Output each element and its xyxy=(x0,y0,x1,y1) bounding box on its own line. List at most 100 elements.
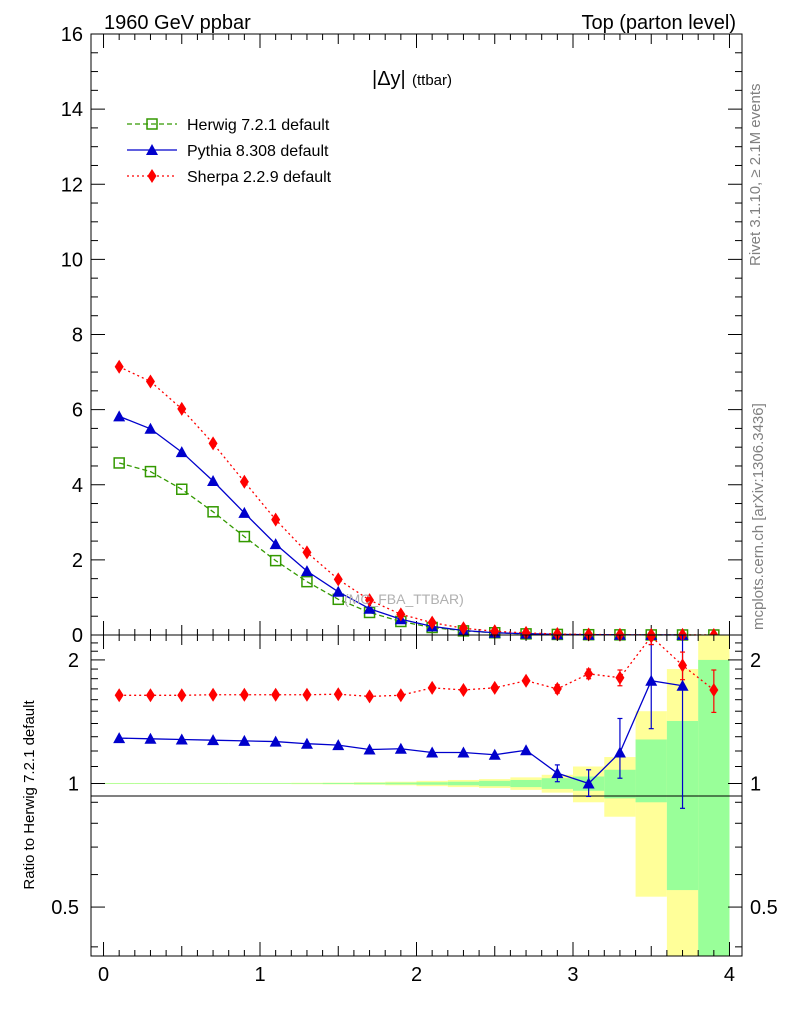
ratio-point-sherpa xyxy=(208,687,218,702)
ratio-panel: 0.5 0.5 1 1 2 2 0 1 2 3 4 Ratio to Herwig 7.2.1 d… xyxy=(21,629,778,986)
main-y-tick-label: 10 xyxy=(61,249,83,271)
ratio-point-sherpa xyxy=(427,680,437,695)
main-point-pythia xyxy=(144,422,157,434)
ratio-point-pythia xyxy=(488,748,501,760)
ratio-point-pythia xyxy=(113,732,126,744)
ratio-point-pythia xyxy=(613,746,626,758)
ratio-band-inner xyxy=(353,782,386,785)
ratio-point-sherpa xyxy=(239,687,249,702)
ratio-point-pythia xyxy=(300,737,313,749)
ratio-point-sherpa xyxy=(678,658,688,673)
ratio-point-sherpa xyxy=(396,688,406,703)
main-y-tick-label: 0 xyxy=(72,625,83,647)
legend-marker-pythia xyxy=(146,144,158,155)
ratio-x-tick-label: 1 xyxy=(254,964,265,986)
rivet-label: Rivet 3.1.10, ≥ 2.1M events xyxy=(747,84,764,267)
main-point-sherpa xyxy=(114,359,124,374)
legend-label-pythia: Pythia 8.308 default xyxy=(187,143,329,160)
main-point-sherpa xyxy=(521,625,531,640)
ratio-band-inner xyxy=(260,783,292,784)
ratio-point-sherpa xyxy=(333,687,343,702)
ratio-point-pythia xyxy=(238,734,251,746)
ratio-y-axis-label: Ratio to Herwig 7.2.1 default xyxy=(21,700,38,890)
main-panel: 0 2 4 6 8 10 12 14 16 |Δy| (ttbar) (MC_FBA_TTBAR… xyxy=(61,24,743,647)
ratio-uncertainty-bands xyxy=(103,635,730,956)
legend-marker-herwig xyxy=(146,118,158,130)
header-left: 1960 GeV ppbar xyxy=(104,12,251,34)
ratio-point-sherpa xyxy=(302,687,312,702)
main-point-herwig xyxy=(269,554,282,567)
main-point-herwig xyxy=(176,483,188,496)
ratio-y-tick-label: 0.5 xyxy=(51,897,79,919)
mcplots-label: mcplots.cern.ch [arXiv:1306.3436] xyxy=(750,403,767,630)
ratio-point-pythia xyxy=(394,742,407,754)
main-point-sherpa xyxy=(396,607,406,622)
main-point-herwig xyxy=(113,457,125,469)
ratio-point-sherpa xyxy=(552,681,562,696)
ratio-band-inner xyxy=(510,779,542,788)
main-y-tick-label: 4 xyxy=(72,475,83,497)
analysis-watermark: (MC_FBA_TTBAR) xyxy=(344,591,464,607)
plot-title-sub: (ttbar) xyxy=(412,72,452,89)
main-point-herwig xyxy=(238,530,251,543)
ratio-point-pythia xyxy=(676,679,689,691)
main-point-pythia xyxy=(207,474,220,486)
ratio-point-pythia xyxy=(645,674,658,686)
ratio-point-sherpa xyxy=(584,666,594,681)
main-point-pythia xyxy=(332,585,345,597)
ratio-point-pythia xyxy=(582,777,595,789)
ratio-point-sherpa xyxy=(646,629,656,644)
ratio-band-inner xyxy=(385,782,417,785)
ratio-point-pythia xyxy=(175,733,188,745)
legend-label-sherpa: Sherpa 2.2.9 default xyxy=(187,169,332,186)
ratio-band-inner xyxy=(635,739,667,803)
main-point-pythia xyxy=(300,565,313,577)
ratio-y-tick-label: 2 xyxy=(68,650,79,672)
main-point-sherpa xyxy=(239,474,249,489)
ratio-y-tick-label-right: 1 xyxy=(750,773,761,795)
ratio-point-sherpa xyxy=(490,680,500,695)
main-point-sherpa xyxy=(271,512,281,527)
header-right: Top (parton level) xyxy=(581,12,736,34)
main-point-pythia xyxy=(175,446,188,458)
ratio-point-pythia xyxy=(332,739,345,751)
ratio-point-sherpa xyxy=(615,670,625,685)
main-y-tick-label: 16 xyxy=(61,24,83,46)
main-point-herwig xyxy=(144,465,157,478)
main-point-sherpa xyxy=(333,572,343,587)
main-point-herwig xyxy=(301,575,313,588)
ratio-point-pythia xyxy=(207,734,220,746)
ratio-x-tick-label: 2 xyxy=(411,964,422,986)
ratio-y-tick-label-right: 2 xyxy=(750,650,761,672)
ratio-point-pythia xyxy=(144,732,157,744)
main-point-pythia xyxy=(113,410,126,422)
main-point-sherpa xyxy=(302,545,312,560)
main-point-sherpa xyxy=(458,621,468,636)
ratio-point-pythia xyxy=(363,743,376,755)
ratio-series xyxy=(113,629,719,809)
ratio-band-outer xyxy=(635,711,667,897)
main-y-tick-label: 14 xyxy=(61,99,83,121)
ratio-y-ticks: 0.5 0.5 1 1 2 2 xyxy=(51,642,778,948)
main-point-sherpa xyxy=(177,401,187,416)
ratio-point-sherpa xyxy=(114,688,124,703)
ratio-band-inner xyxy=(134,783,167,784)
main-y-tick-label: 6 xyxy=(72,400,83,422)
ratio-band-inner xyxy=(197,783,229,784)
ratio-point-pythia xyxy=(520,744,533,756)
ratio-band-inner xyxy=(103,783,135,784)
ratio-point-pythia xyxy=(269,735,282,747)
ratio-frame xyxy=(90,634,743,957)
main-point-pythia xyxy=(363,602,376,614)
main-point-sherpa xyxy=(365,593,375,608)
legend: Herwig 7.2.1 default Pythia 8.308 default… xyxy=(127,117,332,186)
main-point-sherpa xyxy=(427,615,437,630)
ratio-point-sherpa xyxy=(177,688,187,703)
ratio-point-sherpa xyxy=(521,673,531,688)
ratio-point-sherpa xyxy=(458,682,468,697)
ratio-point-pythia xyxy=(551,767,564,779)
legend-label-herwig: Herwig 7.2.1 default xyxy=(187,117,330,134)
ratio-point-sherpa xyxy=(271,687,281,702)
main-point-pythia xyxy=(269,538,282,550)
